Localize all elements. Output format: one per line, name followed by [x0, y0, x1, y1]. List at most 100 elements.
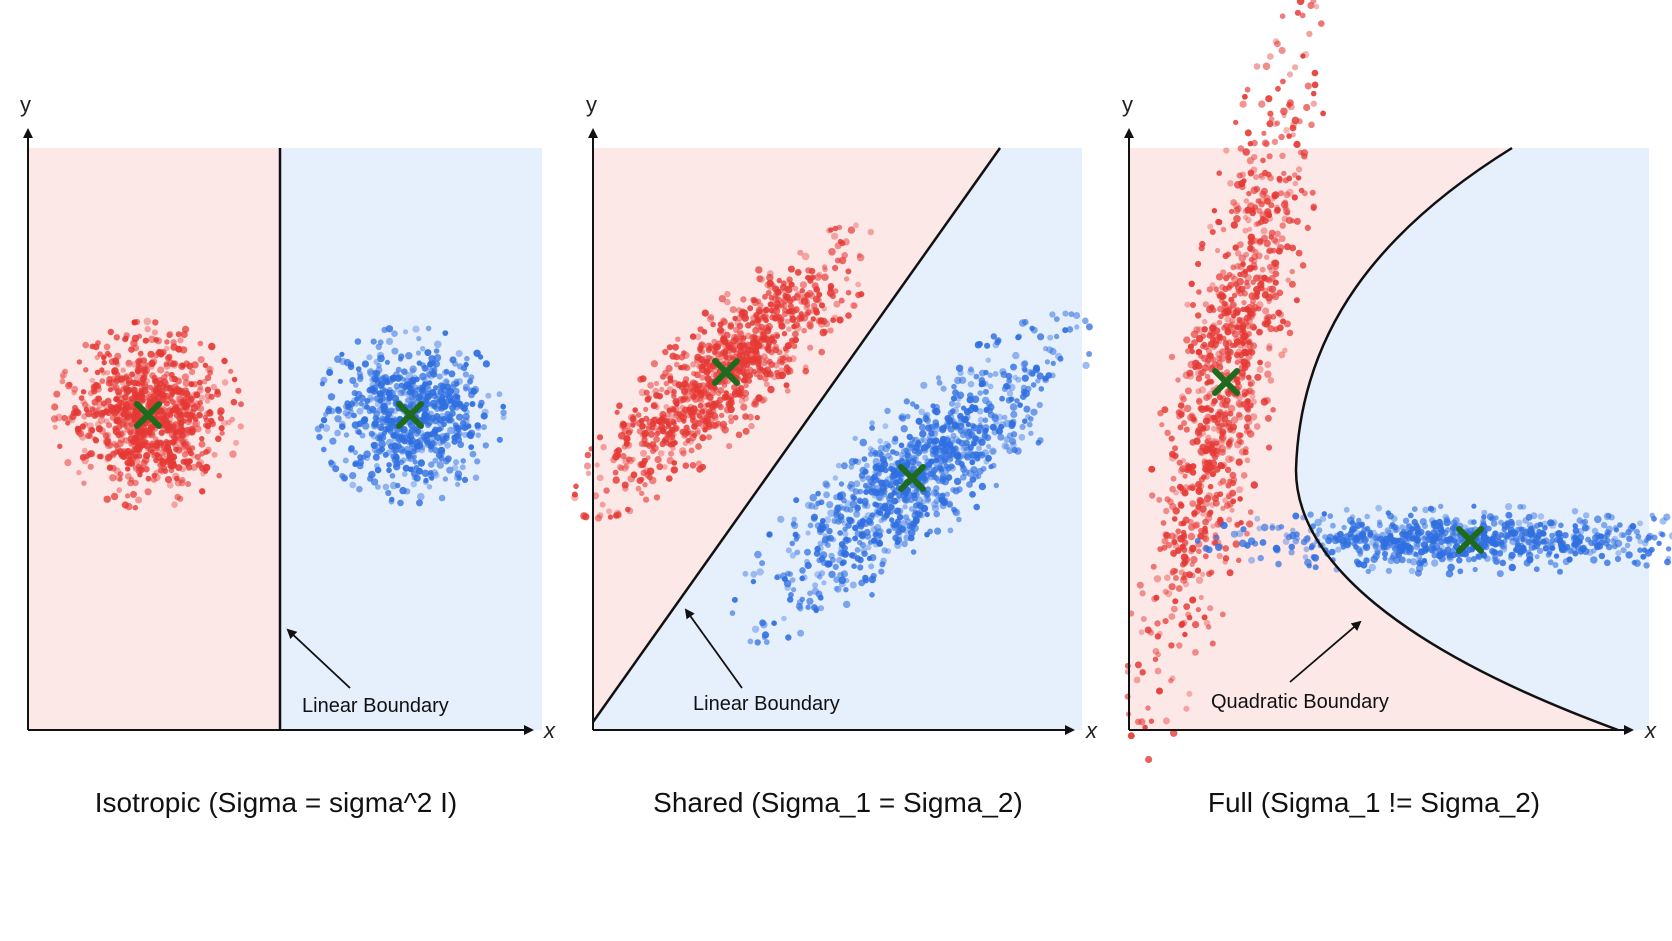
- scatter-point: [878, 452, 885, 459]
- scatter-point: [348, 447, 354, 453]
- scatter-point: [756, 275, 764, 283]
- scatter-point: [125, 410, 132, 418]
- scatter-point: [1190, 556, 1198, 564]
- scatter-point: [409, 368, 416, 374]
- scatter-point: [1253, 174, 1259, 180]
- scatter-point: [1176, 642, 1183, 649]
- scatter-point: [666, 344, 673, 351]
- scatter-point: [1292, 64, 1299, 71]
- scatter-point: [147, 350, 155, 358]
- scatter-point: [1183, 426, 1190, 433]
- scatter-point: [186, 362, 194, 370]
- scatter-point: [1259, 266, 1266, 273]
- scatter-point: [983, 369, 989, 376]
- scatter-point: [456, 475, 462, 481]
- scatter-point: [917, 508, 924, 515]
- scatter-point: [618, 465, 625, 472]
- scatter-point: [174, 493, 181, 501]
- scatter-point: [342, 409, 350, 417]
- scatter-point: [953, 477, 962, 486]
- scatter-point: [314, 425, 322, 433]
- scatter-point: [130, 439, 137, 446]
- scatter-point: [215, 435, 222, 443]
- scatter-point: [845, 289, 852, 296]
- scatter-point: [421, 416, 429, 424]
- scatter-point: [717, 321, 724, 328]
- scatter-point: [118, 430, 126, 438]
- scatter-point: [1153, 575, 1162, 583]
- scatter-point: [726, 348, 733, 354]
- scatter-point: [1253, 274, 1261, 282]
- scatter-point: [399, 387, 406, 394]
- scatter-point: [1204, 474, 1210, 480]
- scatter-point: [842, 531, 849, 537]
- scatter-point: [896, 513, 904, 521]
- scatter-point: [691, 380, 699, 387]
- scatter-point: [1246, 157, 1254, 165]
- scatter-point: [69, 412, 77, 421]
- scatter-point: [1007, 377, 1013, 383]
- scatter-point: [117, 471, 124, 477]
- scatter-point: [1186, 690, 1193, 697]
- scatter-point: [859, 438, 868, 447]
- scatter-point: [1257, 359, 1263, 366]
- scatter-point: [381, 326, 388, 333]
- scatter-point: [1192, 522, 1200, 529]
- scatter-point: [1219, 463, 1226, 470]
- scatter-point: [1274, 40, 1281, 48]
- scatter-point: [758, 323, 765, 331]
- scatter-point: [76, 429, 85, 438]
- scatter-point: [500, 414, 507, 421]
- scatter-point: [892, 435, 899, 442]
- scatter-point: [481, 408, 489, 416]
- scatter-point: [778, 322, 786, 330]
- scatter-point: [428, 410, 435, 417]
- scatter-point: [1265, 171, 1272, 178]
- scatter-point: [430, 440, 436, 446]
- scatter-point: [1015, 334, 1022, 341]
- scatter-point: [1189, 500, 1197, 507]
- scatter-point: [1006, 447, 1014, 455]
- scatter-point: [853, 222, 859, 229]
- scatter-point: [689, 462, 697, 469]
- scatter-point: [111, 369, 117, 375]
- scatter-point: [984, 342, 991, 349]
- scatter-point: [116, 376, 124, 383]
- scatter-point: [751, 347, 759, 355]
- scatter-point: [772, 315, 779, 322]
- scatter-point: [373, 358, 380, 365]
- scatter-point: [833, 576, 840, 583]
- scatter-point: [1292, 180, 1299, 187]
- scatter-point: [690, 386, 697, 393]
- scatter-point: [771, 620, 777, 626]
- scatter-point: [377, 339, 384, 346]
- scatter-point: [153, 457, 159, 464]
- scatter-point: [142, 337, 149, 344]
- scatter-point: [721, 426, 729, 434]
- scatter-point: [1053, 316, 1060, 322]
- scatter-point: [1168, 642, 1175, 649]
- scatter-point: [181, 373, 190, 381]
- scatter-point: [822, 267, 828, 273]
- scatter-point: [1239, 100, 1247, 108]
- scatter-point: [1249, 301, 1256, 308]
- scatter-point: [1643, 562, 1650, 569]
- scatter-point: [1364, 513, 1370, 520]
- scatter-point: [1194, 537, 1201, 544]
- scatter-point: [767, 345, 774, 352]
- scatter-point: [167, 411, 174, 418]
- scatter-point: [379, 446, 386, 453]
- scatter-point: [1297, 149, 1304, 156]
- scatter-point: [620, 423, 626, 429]
- scatter-point: [432, 447, 440, 454]
- scatter-point: [748, 422, 755, 430]
- scatter-point: [672, 343, 679, 351]
- scatter-point: [1620, 547, 1627, 554]
- scatter-point: [806, 321, 814, 330]
- scatter-point: [128, 395, 135, 403]
- scatter-point: [1254, 373, 1262, 381]
- scatter-point: [781, 280, 787, 287]
- scatter-point: [877, 444, 885, 452]
- scatter-point: [799, 281, 808, 289]
- scatter-point: [745, 332, 752, 340]
